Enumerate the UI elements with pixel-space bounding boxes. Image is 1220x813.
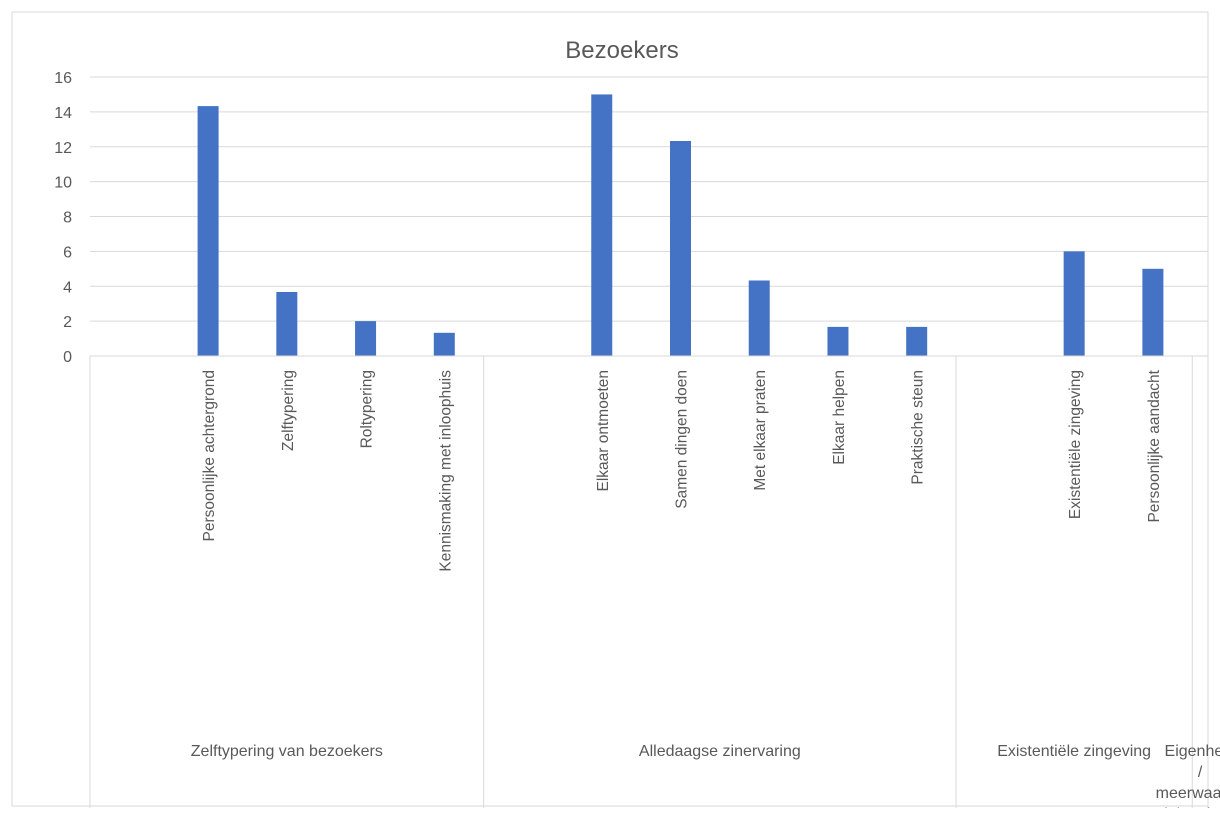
group-label: Existentiële zingeving (997, 743, 1151, 760)
bar (197, 106, 219, 356)
x-tick-label: Kennismaking met inloophuis (437, 370, 454, 572)
x-tick-label: Elkaar helpen (831, 370, 848, 465)
x-tick-label: Samen dingen doen (673, 370, 690, 509)
bars (197, 94, 1164, 356)
bar (355, 321, 377, 356)
y-tick-label: 4 (63, 279, 72, 296)
x-tick-label: Praktische steun (910, 370, 927, 485)
x-tick-label: Met elkaar praten (752, 370, 769, 491)
group-label-line: Eigenheid (1165, 743, 1220, 760)
bar (591, 94, 613, 356)
x-tick-label: Elkaar ontmoeten (595, 370, 612, 492)
x-axis-category-labels: Persoonlijke achtergrond Zelftypering Rolt… (201, 369, 1163, 572)
group-label-line: meerwaarde (1156, 785, 1220, 802)
y-tick-label: 2 (63, 314, 72, 331)
bar (1142, 268, 1164, 356)
bar (669, 140, 691, 356)
x-tick-label: Persoonlijke aandacht (1146, 369, 1163, 522)
y-tick-label: 6 (63, 244, 72, 261)
group-label-line: / (1198, 764, 1203, 781)
chart-title: Bezoekers (565, 37, 678, 64)
bar (276, 292, 298, 356)
bar (748, 280, 770, 356)
bar (433, 332, 455, 356)
y-tick-label: 12 (54, 140, 72, 157)
y-axis-tick-labels: 0 2 4 6 8 10 12 14 16 (54, 70, 72, 366)
group-label: Zelftypering van bezoekers (191, 743, 383, 760)
x-tick-label: Zelftypering (280, 370, 297, 451)
x-tick-label: Existentiële zingeving (1067, 370, 1084, 519)
bar (906, 326, 928, 356)
group-label: Alledaagse zinervaring (639, 743, 801, 760)
y-tick-label: 16 (54, 70, 72, 87)
y-tick-label: 10 (54, 175, 72, 192)
bar (827, 326, 849, 356)
y-tick-label: 8 (63, 210, 72, 227)
category-axis (89, 355, 1209, 808)
bar (1063, 251, 1085, 356)
y-tick-label: 14 (54, 105, 72, 122)
x-tick-label: Roltypering (359, 370, 376, 448)
x-tick-label: Persoonlijke achtergrond (201, 370, 218, 541)
y-tick-label: 0 (63, 349, 72, 366)
